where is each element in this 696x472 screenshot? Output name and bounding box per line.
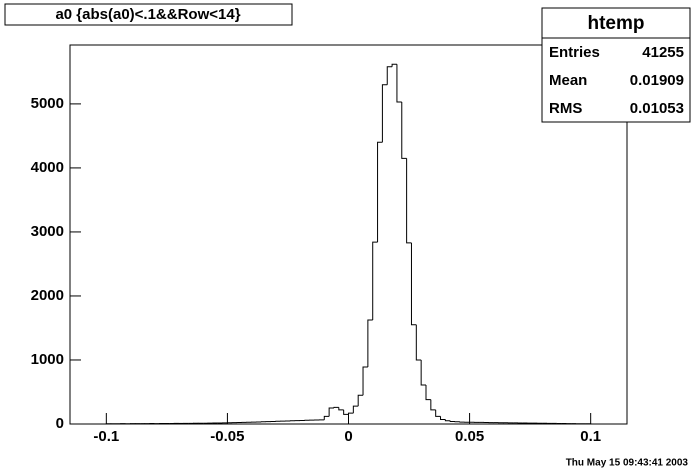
x-tick-label: 0 bbox=[344, 428, 352, 445]
histogram-bin bbox=[367, 319, 373, 368]
histogram-bin bbox=[444, 419, 451, 422]
x-tick-label: 0.05 bbox=[455, 428, 484, 445]
stats-value: 0.01909 bbox=[630, 72, 684, 89]
histogram-bin bbox=[391, 63, 397, 67]
histogram-bin bbox=[328, 407, 334, 417]
stats-value: 41255 bbox=[642, 44, 684, 61]
stats-label: Entries bbox=[549, 44, 600, 61]
y-tick-label: 0 bbox=[56, 415, 64, 432]
title-box bbox=[4, 3, 293, 26]
histogram-bin bbox=[415, 324, 422, 361]
histogram-bin bbox=[343, 409, 349, 415]
footer: Thu May 15 09:43:41 2003 bbox=[566, 458, 689, 469]
histogram-bin bbox=[410, 242, 417, 326]
y-tick-label: 3000 bbox=[31, 223, 64, 240]
histogram-bin bbox=[430, 399, 436, 411]
histogram-bin bbox=[425, 384, 431, 401]
histogram-bin bbox=[338, 407, 344, 411]
stats-box bbox=[541, 7, 691, 123]
histogram-bin bbox=[357, 394, 364, 407]
histogram-bin bbox=[435, 409, 441, 417]
histogram-bin bbox=[449, 420, 456, 422]
y-tick-label: 4000 bbox=[31, 159, 64, 176]
y-tick-label: 5000 bbox=[31, 95, 64, 112]
histogram-bin bbox=[362, 366, 368, 396]
x-tick-label: 0.1 bbox=[580, 428, 601, 445]
histogram-bin bbox=[406, 158, 412, 244]
histogram-bin bbox=[333, 406, 339, 408]
histogram-bin bbox=[352, 405, 359, 414]
stats-title: htemp bbox=[588, 13, 645, 34]
stats-label: RMS bbox=[549, 100, 582, 117]
histogram-bin bbox=[372, 241, 378, 320]
histogram-bin bbox=[323, 415, 330, 420]
histogram-bin bbox=[420, 359, 426, 386]
histogram-bin bbox=[377, 141, 383, 243]
histogram-bin bbox=[396, 64, 402, 103]
stats-label: Mean bbox=[549, 72, 587, 89]
stats-value: 0.01053 bbox=[630, 100, 684, 117]
chart-title: a0 {abs(a0)<.1&&Row<14} bbox=[55, 6, 240, 23]
histogram-bin bbox=[348, 412, 354, 415]
x-tick-label: -0.1 bbox=[93, 428, 119, 445]
histogram-bin bbox=[381, 84, 388, 143]
plot-frame bbox=[69, 44, 628, 425]
histogram-bin bbox=[440, 416, 446, 421]
x-tick-label: -0.05 bbox=[210, 428, 244, 445]
histogram-bin bbox=[386, 66, 393, 85]
y-tick-label: 2000 bbox=[31, 287, 64, 304]
histogram-bin bbox=[401, 101, 407, 159]
y-tick-label: 1000 bbox=[31, 351, 64, 368]
